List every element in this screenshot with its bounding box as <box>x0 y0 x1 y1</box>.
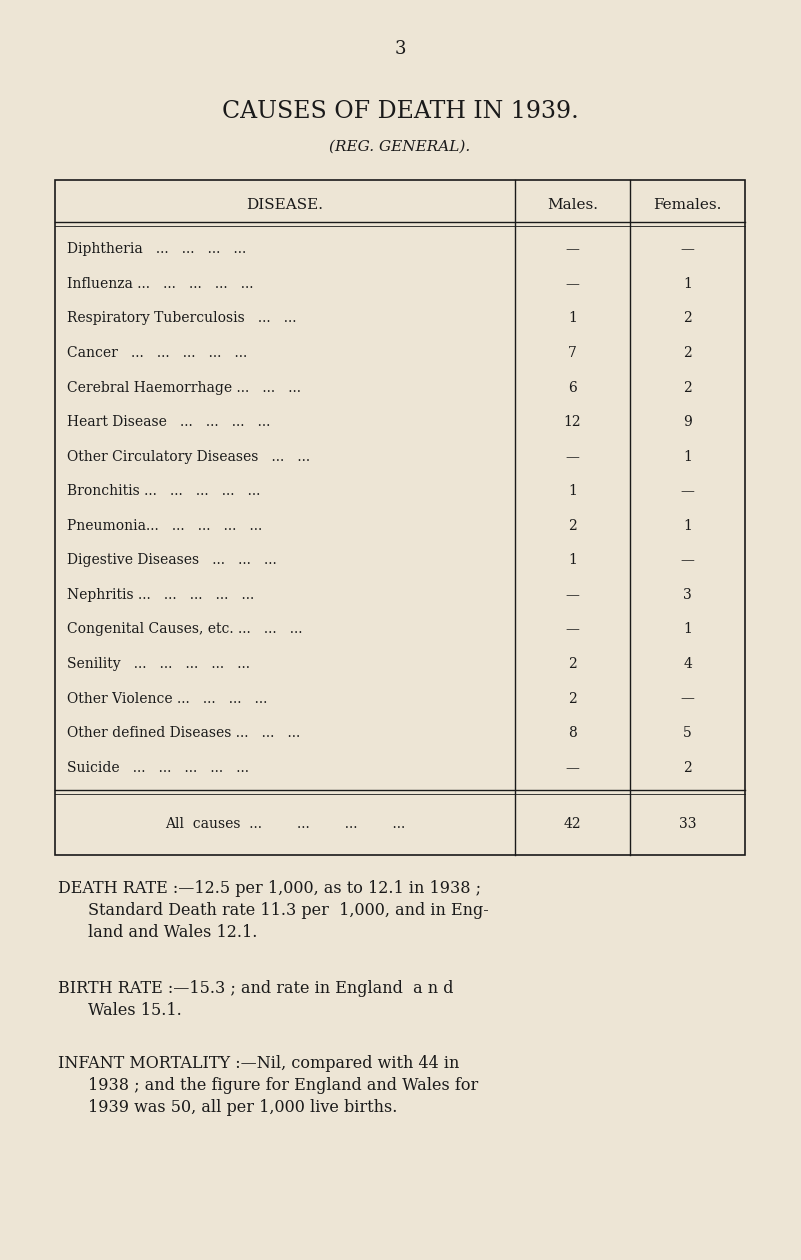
Text: 2: 2 <box>568 692 577 706</box>
Text: Pneumonia...   ...   ...   ...   ...: Pneumonia... ... ... ... ... <box>67 519 262 533</box>
Text: Cerebral Haemorrhage ...   ...   ...: Cerebral Haemorrhage ... ... ... <box>67 381 301 394</box>
Text: 12: 12 <box>564 415 582 430</box>
Text: (REG. GENERAL).: (REG. GENERAL). <box>329 140 471 154</box>
Text: Influenza ...   ...   ...   ...   ...: Influenza ... ... ... ... ... <box>67 277 253 291</box>
Text: 1: 1 <box>683 519 692 533</box>
Text: Bronchitis ...   ...   ...   ...   ...: Bronchitis ... ... ... ... ... <box>67 484 260 498</box>
Text: 1: 1 <box>683 450 692 464</box>
Text: 3: 3 <box>683 588 692 602</box>
Text: 9: 9 <box>683 415 692 430</box>
Text: 7: 7 <box>568 346 577 360</box>
Text: —: — <box>566 588 579 602</box>
Text: Nephritis ...   ...   ...   ...   ...: Nephritis ... ... ... ... ... <box>67 588 254 602</box>
Text: —: — <box>681 553 694 567</box>
Text: —: — <box>566 277 579 291</box>
Text: 2: 2 <box>683 346 692 360</box>
Text: —: — <box>681 692 694 706</box>
Text: 1938 ; and the figure for England and Wales for: 1938 ; and the figure for England and Wa… <box>88 1077 478 1094</box>
Bar <box>55 180 745 856</box>
Text: Senility   ...   ...   ...   ...   ...: Senility ... ... ... ... ... <box>67 656 250 672</box>
Text: Standard Death rate 11.3 per  1,000, and in Eng-: Standard Death rate 11.3 per 1,000, and … <box>88 902 489 919</box>
Text: —: — <box>566 242 579 256</box>
Text: 4: 4 <box>683 656 692 672</box>
Text: 33: 33 <box>678 818 696 832</box>
Text: 1: 1 <box>568 484 577 498</box>
Text: Other defined Diseases ...   ...   ...: Other defined Diseases ... ... ... <box>67 726 300 740</box>
Text: INFANT MORTALITY :—Nil, compared with 44 in: INFANT MORTALITY :—Nil, compared with 44… <box>58 1055 460 1072</box>
Text: All  causes  ...        ...        ...        ...: All causes ... ... ... ... <box>165 818 405 832</box>
Text: Other Circulatory Diseases   ...   ...: Other Circulatory Diseases ... ... <box>67 450 310 464</box>
Text: 1: 1 <box>683 622 692 636</box>
Text: —: — <box>566 450 579 464</box>
Text: DEATH RATE :—12.5 per 1,000, as to 12.1 in 1938 ;: DEATH RATE :—12.5 per 1,000, as to 12.1 … <box>58 879 481 897</box>
Text: 6: 6 <box>568 381 577 394</box>
Text: CAUSES OF DEATH IN 1939.: CAUSES OF DEATH IN 1939. <box>222 100 578 123</box>
Text: 1939 was 50, all per 1,000 live births.: 1939 was 50, all per 1,000 live births. <box>88 1099 397 1116</box>
Text: Wales 15.1.: Wales 15.1. <box>88 1002 182 1019</box>
Text: 1: 1 <box>683 277 692 291</box>
Text: —: — <box>566 761 579 775</box>
Text: 3: 3 <box>394 40 406 58</box>
Text: 1: 1 <box>568 311 577 325</box>
Text: Females.: Females. <box>654 198 722 212</box>
Text: 5: 5 <box>683 726 692 740</box>
Text: Heart Disease   ...   ...   ...   ...: Heart Disease ... ... ... ... <box>67 415 271 430</box>
Text: Respiratory Tuberculosis   ...   ...: Respiratory Tuberculosis ... ... <box>67 311 296 325</box>
Text: Other Violence ...   ...   ...   ...: Other Violence ... ... ... ... <box>67 692 268 706</box>
Text: 2: 2 <box>683 761 692 775</box>
Text: —: — <box>681 484 694 498</box>
Text: 2: 2 <box>568 656 577 672</box>
Text: 2: 2 <box>568 519 577 533</box>
Text: 2: 2 <box>683 311 692 325</box>
Text: 42: 42 <box>564 818 582 832</box>
Text: Males.: Males. <box>547 198 598 212</box>
Text: land and Wales 12.1.: land and Wales 12.1. <box>88 924 257 941</box>
Text: 8: 8 <box>568 726 577 740</box>
Text: —: — <box>566 622 579 636</box>
Text: Digestive Diseases   ...   ...   ...: Digestive Diseases ... ... ... <box>67 553 277 567</box>
Text: DISEASE.: DISEASE. <box>247 198 324 212</box>
Text: Diphtheria   ...   ...   ...   ...: Diphtheria ... ... ... ... <box>67 242 246 256</box>
Text: 1: 1 <box>568 553 577 567</box>
Text: BIRTH RATE :—15.3 ; and rate in England  a n d: BIRTH RATE :—15.3 ; and rate in England … <box>58 980 453 997</box>
Text: —: — <box>681 242 694 256</box>
Text: Suicide   ...   ...   ...   ...   ...: Suicide ... ... ... ... ... <box>67 761 249 775</box>
Text: Cancer   ...   ...   ...   ...   ...: Cancer ... ... ... ... ... <box>67 346 248 360</box>
Text: Congenital Causes, etc. ...   ...   ...: Congenital Causes, etc. ... ... ... <box>67 622 303 636</box>
Text: 2: 2 <box>683 381 692 394</box>
